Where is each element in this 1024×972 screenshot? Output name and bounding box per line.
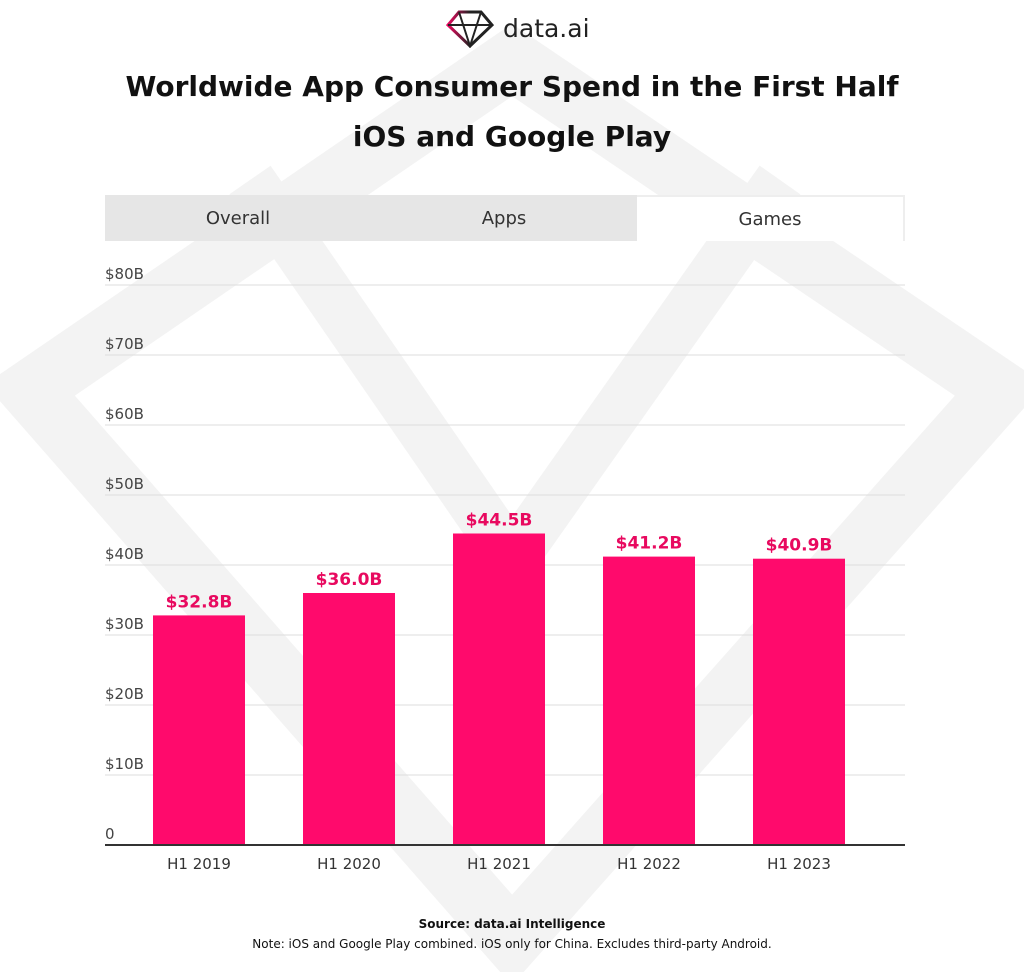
y-tick-label: $60B (105, 405, 144, 423)
data-label: $32.8B (166, 592, 233, 612)
data-label: $44.5B (466, 511, 533, 531)
chart-title: Worldwide App Consumer Spend in the Firs… (125, 70, 899, 103)
note-text: Note: iOS and Google Play combined. iOS … (252, 937, 772, 951)
y-tick-label: $70B (105, 335, 144, 353)
y-tick-label: $30B (105, 615, 144, 633)
y-tick-label: $80B (105, 265, 144, 283)
bar (153, 615, 245, 845)
x-tick-label: H1 2020 (317, 855, 381, 873)
data-label: $36.0B (316, 570, 383, 590)
bar (453, 533, 545, 845)
y-tick-label: $50B (105, 475, 144, 493)
y-tick-label: $20B (105, 685, 144, 703)
y-tick-label: $10B (105, 755, 144, 773)
y-tick-label: $40B (105, 545, 144, 563)
logo: data.ai (445, 8, 590, 48)
chart-subtitle: iOS and Google Play (352, 120, 672, 153)
tab-apps[interactable]: Apps (481, 207, 527, 229)
bar (603, 556, 695, 845)
x-tick-label: H1 2019 (167, 855, 231, 873)
data-label: $41.2B (616, 534, 683, 554)
data-label: $40.9B (766, 536, 833, 556)
source-text: Source: data.ai Intelligence (418, 917, 606, 931)
y-tick-label: 0 (105, 825, 115, 843)
logo-text: data.ai (503, 13, 590, 43)
x-tick-label: H1 2022 (617, 855, 681, 873)
bar (753, 558, 845, 845)
x-tick-label: H1 2021 (467, 855, 531, 873)
tab-bar: Overall Apps Games (105, 195, 905, 241)
bar (303, 593, 395, 845)
tab-overall[interactable]: Overall (205, 207, 271, 229)
diamond-logo-icon (445, 10, 495, 48)
tab-games[interactable]: Games (637, 195, 905, 241)
x-tick-label: H1 2023 (767, 855, 831, 873)
